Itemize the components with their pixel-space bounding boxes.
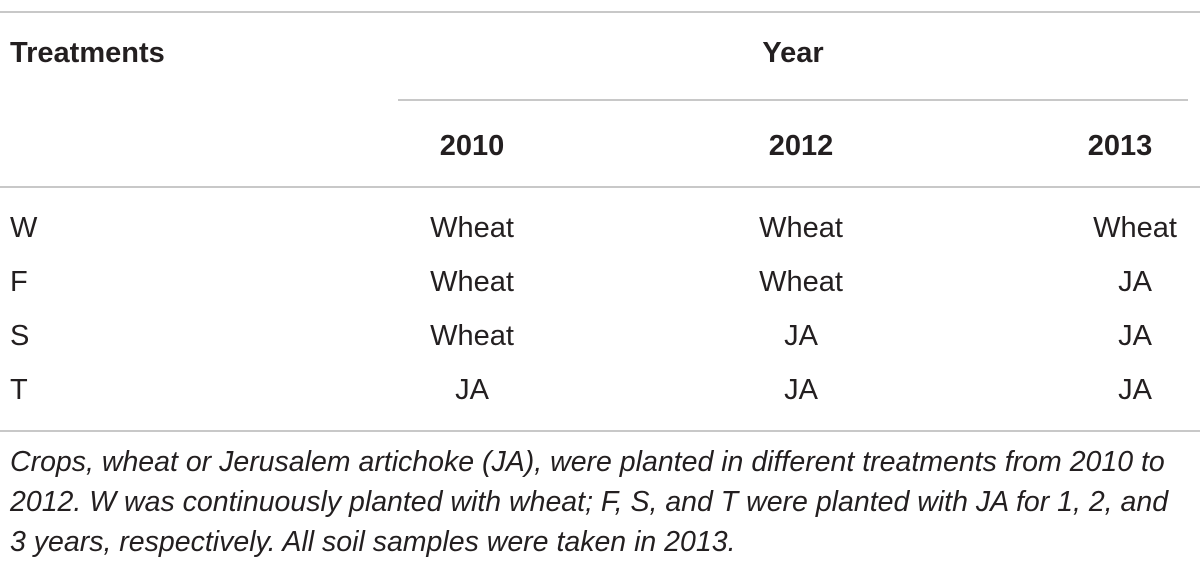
header-year-2013: 2013 xyxy=(1087,130,1153,162)
row-treatment-s: S xyxy=(10,320,30,352)
table-cell: JA xyxy=(1118,374,1152,406)
row-treatment-f: F xyxy=(10,266,28,298)
table-cell: Wheat xyxy=(430,212,514,244)
table-cell: JA xyxy=(784,320,818,352)
header-treatments: Treatments xyxy=(10,37,165,69)
table-cell: Wheat xyxy=(430,320,514,352)
header-year: Year xyxy=(762,37,824,69)
table-cell: Wheat xyxy=(430,266,514,298)
table-cell: Wheat xyxy=(759,266,843,298)
header-bottom-rule xyxy=(0,186,1200,188)
table-cell: JA xyxy=(1118,320,1152,352)
table-cell: JA xyxy=(455,374,489,406)
table-cell: JA xyxy=(1118,266,1152,298)
year-group-rule xyxy=(398,99,1188,101)
table-cell: Wheat xyxy=(1093,212,1177,244)
header-year-2010: 2010 xyxy=(439,130,505,162)
row-treatment-w: W xyxy=(10,212,38,244)
table-cell: Wheat xyxy=(759,212,843,244)
table-bottom-rule xyxy=(0,430,1200,432)
table-top-rule xyxy=(0,11,1200,13)
table-footnote: Crops, wheat or Jerusalem artichoke (JA)… xyxy=(10,446,1169,558)
table-cell: JA xyxy=(784,374,818,406)
row-treatment-t: T xyxy=(10,374,28,406)
header-year-2012: 2012 xyxy=(768,130,834,162)
